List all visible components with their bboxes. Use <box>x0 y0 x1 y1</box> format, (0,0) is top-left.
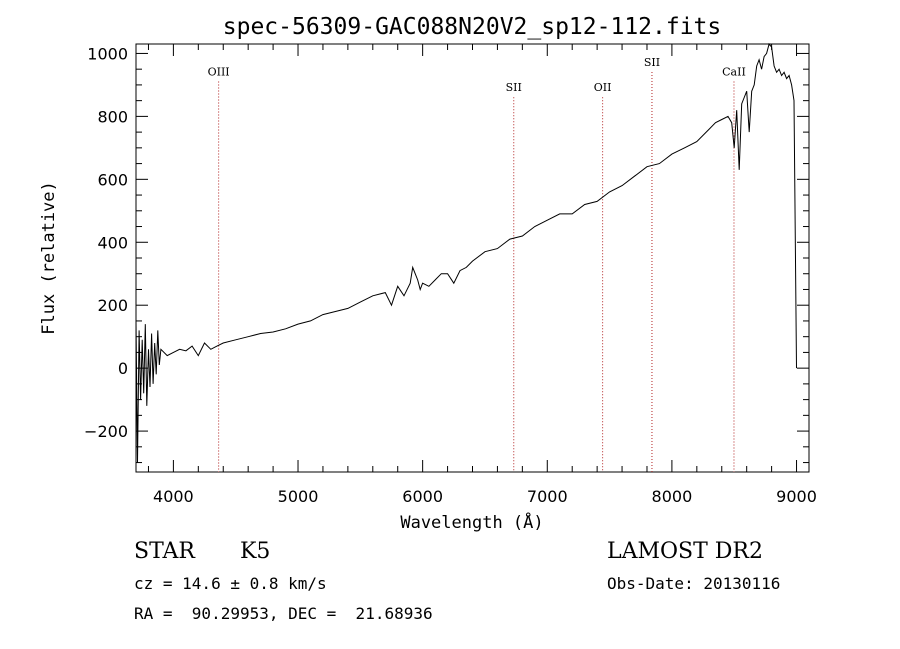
x-tick-label: 6000 <box>402 487 443 506</box>
object-class: STAR <box>134 539 195 564</box>
observation-date: Obs-Date: 20130116 <box>607 574 781 593</box>
annotation-label: OIII <box>208 65 230 78</box>
spectrum-plot: spec-56309-GAC088N20V2_sp12-112.fits OII… <box>39 14 817 533</box>
x-axis-label: Wavelength (Å) <box>400 511 543 533</box>
object-subclass: K5 <box>240 539 271 564</box>
spectrum-line <box>135 42 797 463</box>
y-tick-label: 400 <box>97 233 128 252</box>
ra-dec: RA = 90.29953, DEC = 21.68936 <box>134 604 433 623</box>
y-tick-label: 0 <box>118 359 128 378</box>
x-tick-label: 9000 <box>776 487 817 506</box>
y-tick-label: 1000 <box>87 44 128 63</box>
annotation-layer: OIII SII OII SII CaII <box>208 56 746 472</box>
x-tick-label: 4000 <box>153 487 194 506</box>
axis-ticks: 4000 5000 6000 7000 8000 9000 −200 0 200 400 600 80… <box>84 44 817 506</box>
y-tick-label: 200 <box>97 296 128 315</box>
redshift-cz: cz = 14.6 ± 0.8 km/s <box>134 574 327 593</box>
x-tick-label: 7000 <box>527 487 568 506</box>
annotation-label: SII <box>644 56 660 69</box>
x-tick-label: 5000 <box>278 487 319 506</box>
y-tick-label: 600 <box>97 170 128 189</box>
y-tick-label: 800 <box>97 107 128 126</box>
x-tick-label: 8000 <box>652 487 693 506</box>
survey-name: LAMOST DR2 <box>607 539 763 564</box>
chart-title: spec-56309-GAC088N20V2_sp12-112.fits <box>223 14 722 40</box>
y-axis-label: Flux (relative) <box>39 181 59 335</box>
annotation-label: SII <box>506 81 522 94</box>
plot-frame <box>135 43 810 473</box>
annotation-label: CaII <box>722 65 746 78</box>
annotation-label: OII <box>594 81 612 94</box>
y-tick-label: −200 <box>84 422 128 441</box>
